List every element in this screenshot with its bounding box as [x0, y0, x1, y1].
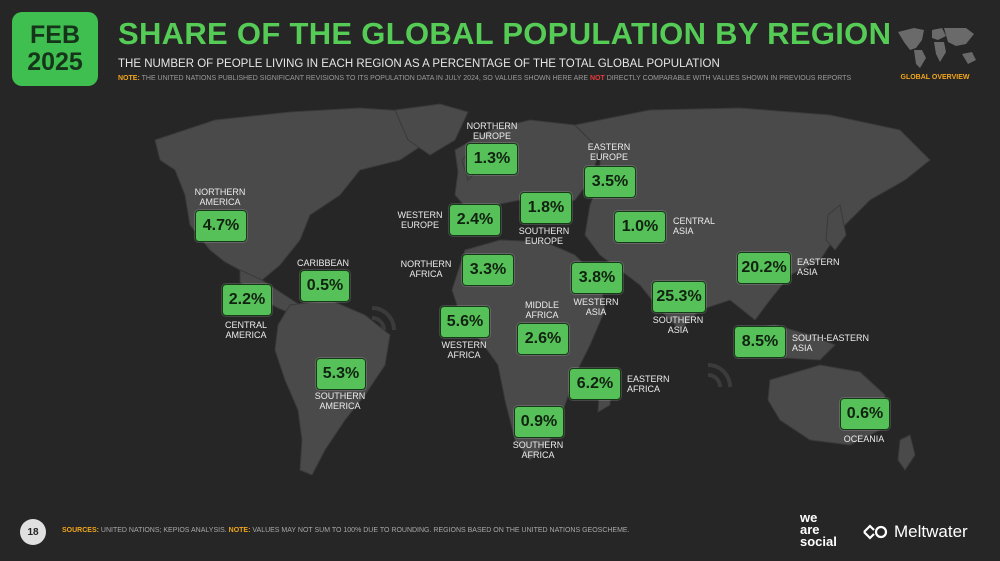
northern-africa-label: NORTHERN AFRICA — [400, 259, 452, 279]
northern-africa-value: 3.3% — [462, 254, 514, 286]
western-asia-label: WESTERN ASIA — [573, 297, 619, 317]
eastern-africa-label: EASTERN AFRICA — [627, 374, 670, 394]
southern-asia-value: 25.3% — [652, 281, 706, 313]
oceania-label: OCEANIA — [843, 434, 885, 444]
southern-europe-value: 1.8% — [520, 192, 572, 224]
we-are-social-logo: we are social — [800, 510, 837, 549]
western-asia-value: 3.8% — [571, 262, 623, 294]
date-badge: FEB 2025 — [12, 12, 98, 86]
southern-africa-value: 0.9% — [514, 406, 564, 438]
eastern-asia-label: EASTERN ASIA — [797, 257, 840, 277]
northern-europe-value: 1.3% — [466, 143, 518, 175]
central-asia-label: CENTRAL ASIA — [673, 216, 716, 236]
southern-asia-label: SOUTHERN ASIA — [652, 315, 704, 335]
page-number: 18 — [20, 519, 46, 545]
header-note-text-2: DIRECTLY COMPARABLE WITH VALUES SHOWN IN… — [606, 75, 852, 82]
western-africa-label: WESTERN AFRICA — [441, 340, 487, 360]
central-america-label: CENTRAL AMERICA — [224, 320, 267, 340]
oceania-value: 0.6% — [840, 398, 890, 430]
middle-africa-value: 2.6% — [517, 323, 569, 355]
eastern-asia-value: 20.2% — [737, 252, 791, 284]
footer-note-key: NOTE: — [228, 527, 251, 534]
northern-europe-label: NORTHERN EUROPE — [466, 121, 518, 141]
meltwater-name: Meltwater — [894, 522, 968, 541]
caribbean-label: CARIBBEAN — [296, 258, 349, 268]
watermark-icon-1 — [371, 306, 396, 331]
footer-note-text: VALUES MAY NOT SUM TO 100% DUE TO ROUNDI… — [252, 527, 630, 534]
western-africa-value: 5.6% — [440, 306, 490, 338]
date-year: 2025 — [27, 48, 83, 76]
eastern-africa-value: 6.2% — [569, 368, 621, 400]
header-note-text-1: THE UNITED NATIONS PUBLISHED SIGNIFICANT… — [141, 75, 589, 82]
western-europe-value: 2.4% — [449, 204, 501, 236]
southern-europe-label: SOUTHERN EUROPE — [518, 226, 570, 246]
eastern-europe-label: EASTERN EUROPE — [587, 142, 631, 162]
page-title: SHARE OF THE GLOBAL POPULATION BY REGION — [118, 16, 892, 51]
global-overview-label: GLOBAL OVERVIEW — [900, 74, 970, 81]
caribbean-value: 0.5% — [300, 270, 350, 302]
global-overview-map-icon — [898, 28, 976, 68]
sources-note: SOURCES: UNITED NATIONS; KEPIOS ANALYSIS… — [62, 527, 630, 534]
new-zealand-shape — [897, 434, 916, 471]
asia-shape — [573, 107, 931, 331]
header-note: NOTE: THE UNITED NATIONS PUBLISHED SIGNI… — [118, 75, 851, 82]
south-eastern-asia-label: SOUTH-EASTERN ASIA — [792, 333, 870, 353]
meltwater-icon — [863, 524, 888, 540]
watermark-icon-2 — [707, 363, 732, 388]
south-eastern-asia-value: 8.5% — [734, 326, 786, 358]
central-asia-value: 1.0% — [614, 211, 666, 243]
northern-america-label: NORTHERN AMERICA — [194, 187, 246, 207]
eastern-europe-value: 3.5% — [584, 166, 636, 198]
sources-text: UNITED NATIONS; KEPIOS ANALYSIS. — [100, 527, 227, 534]
header-note-key: NOTE: — [118, 75, 140, 82]
southern-africa-label: SOUTHERN AFRICA — [512, 440, 564, 460]
central-america-value: 2.2% — [222, 284, 272, 316]
southern-america-value: 5.3% — [316, 358, 366, 390]
japan-shape — [825, 204, 847, 251]
meltwater-logo: Meltwater — [862, 522, 968, 542]
northern-america-value: 4.7% — [195, 210, 247, 242]
middle-africa-label: MIDDLE AFRICA — [524, 300, 559, 320]
page-subtitle: THE NUMBER OF PEOPLE LIVING IN EACH REGI… — [118, 58, 720, 70]
western-europe-label: WESTERN EUROPE — [397, 210, 443, 230]
header-note-not: NOT — [589, 75, 605, 82]
date-month: FEB — [30, 21, 80, 49]
greenland-shape — [394, 103, 469, 156]
southern-america-label: SOUTHERN AMERICA — [314, 391, 366, 411]
sources-key: SOURCES: — [62, 527, 99, 534]
